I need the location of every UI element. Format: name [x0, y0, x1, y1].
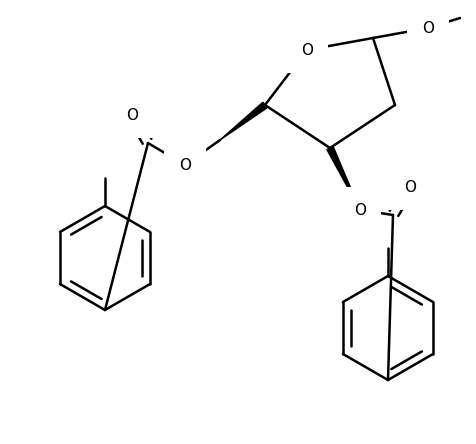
- Polygon shape: [219, 102, 267, 140]
- Text: O: O: [178, 158, 190, 173]
- Polygon shape: [326, 147, 359, 210]
- Text: O: O: [353, 202, 365, 218]
- Text: O: O: [403, 179, 415, 194]
- Text: O: O: [300, 43, 312, 58]
- Text: O: O: [126, 107, 138, 123]
- Text: O: O: [421, 20, 433, 36]
